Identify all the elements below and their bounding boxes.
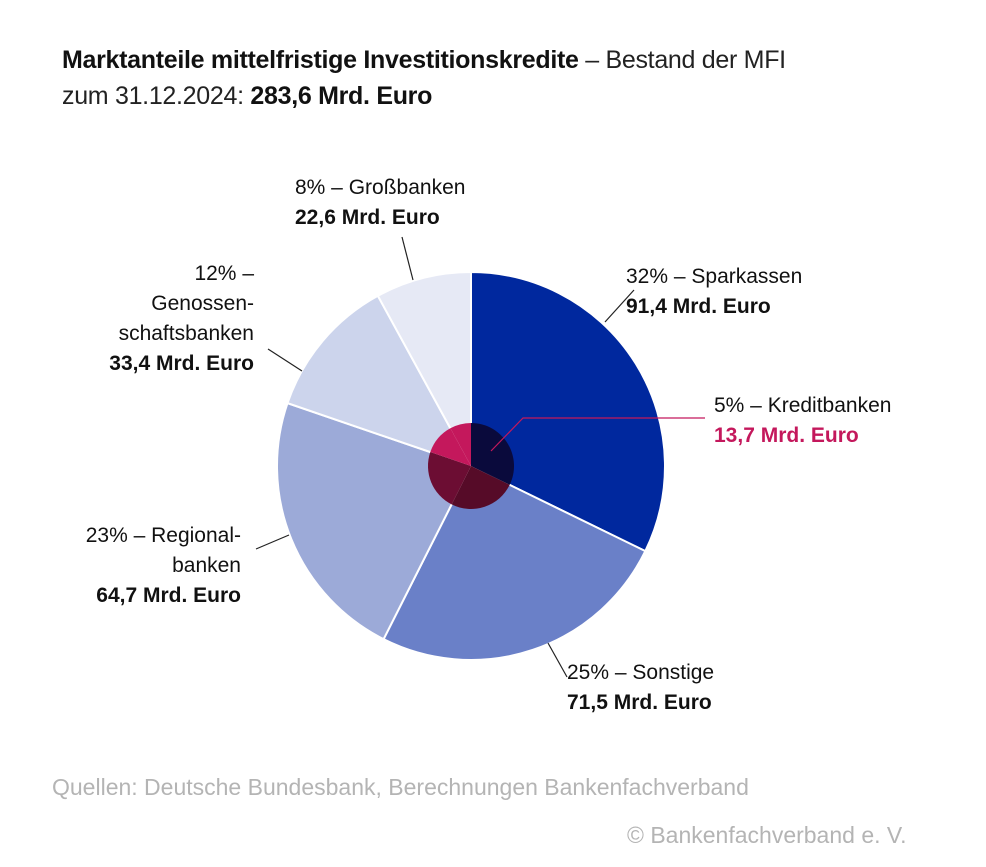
- pie-slice-0: [470, 270, 666, 553]
- slice-label-1-line-0: 25% – Sonstige: [567, 661, 714, 684]
- slice-label-3-line-0: 12% –: [194, 262, 254, 285]
- inner-value: 13,7 Mrd. Euro: [714, 424, 859, 447]
- pie-slice-4: [376, 270, 472, 467]
- leader-line-3: [267, 348, 303, 372]
- inner-label: 5% – Kreditbanken: [714, 394, 891, 417]
- inner-slice-2: [427, 452, 471, 505]
- title-line-1: Marktanteile mittelfristige Investitions…: [62, 42, 786, 78]
- leader-line-0: [604, 289, 635, 323]
- slice-label-3-line-1: Genossen-: [151, 292, 254, 315]
- slice-label-2-line-1: banken: [172, 554, 241, 577]
- leader-line-1: [547, 642, 568, 678]
- slice-label-0-line-0: 32% – Sparkassen: [626, 265, 802, 288]
- slice-value-2: 64,7 Mrd. Euro: [96, 584, 241, 607]
- slice-value-3: 33,4 Mrd. Euro: [109, 352, 254, 375]
- title-main: Marktanteile mittelfristige Investitions…: [62, 46, 579, 74]
- title-line-2: zum 31.12.2024: 283,6 Mrd. Euro: [62, 78, 786, 114]
- leader-line-inner: [490, 417, 705, 452]
- slice-label-3-line-2: schaftsbanken: [119, 322, 254, 345]
- slice-label-2-line-0: 23% – Regional-: [86, 524, 241, 547]
- copyright-note: © Bankenfachverband e. V.: [627, 822, 907, 848]
- source-note: Quellen: Deutsche Bundesbank, Berechnung…: [52, 774, 749, 800]
- inner-slice-3: [430, 428, 471, 466]
- slice-value-4: 22,6 Mrd. Euro: [295, 206, 440, 229]
- title-subtitle: – Bestand der MFI: [578, 46, 786, 74]
- title-date: zum 31.12.2024:: [62, 82, 251, 110]
- pie-slice-1: [382, 464, 647, 662]
- leader-line-2: [255, 534, 290, 550]
- title-total: 283,6 Mrd. Euro: [250, 82, 433, 110]
- pie-slice-3: [286, 294, 474, 468]
- slice-label-4-line-0: 8% – Großbanken: [295, 176, 465, 199]
- chart-title: Marktanteile mittelfristige Investitions…: [62, 42, 786, 114]
- leader-line-4: [401, 236, 414, 281]
- slice-value-0: 91,4 Mrd. Euro: [626, 295, 771, 318]
- pie-slice-2: [276, 401, 473, 641]
- slice-value-1: 71,5 Mrd. Euro: [567, 691, 712, 714]
- inner-slice-1: [451, 466, 510, 510]
- inner-slice-4: [450, 423, 471, 466]
